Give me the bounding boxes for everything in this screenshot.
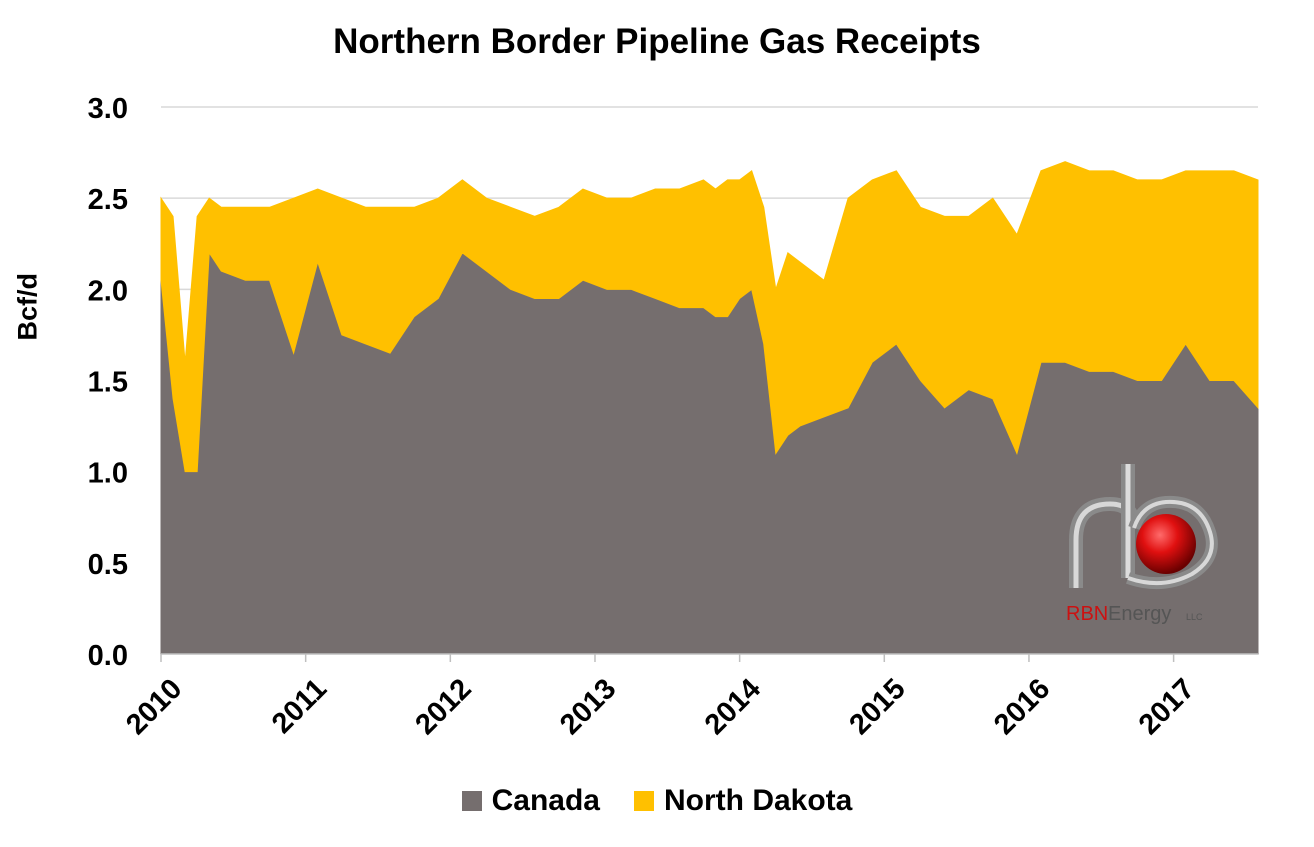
x-tick-label: 2012 [409, 673, 477, 741]
chart-title: Northern Border Pipeline Gas Receipts [333, 22, 981, 61]
axes [160, 653, 1258, 662]
x-tick-label: 2014 [699, 673, 767, 741]
y-tick-label: 2.0 [88, 275, 128, 307]
legend-label-north-dakota: North Dakota [664, 784, 853, 817]
legend-item-north-dakota: North Dakota [634, 784, 852, 818]
y-tick-label: 1.5 [88, 367, 128, 399]
x-tick-label: 2015 [843, 673, 911, 741]
y-tick-label: 0.5 [88, 549, 128, 581]
x-tick-label: 2016 [988, 673, 1056, 741]
y-tick-label: 3.0 [88, 93, 128, 125]
x-tick-label: 2013 [554, 673, 622, 741]
y-tick-label: 1.0 [88, 458, 128, 490]
logo-brand-text: RBN [1066, 603, 1108, 625]
y-tick-label: 0.0 [88, 640, 128, 672]
legend-item-canada: Canada [461, 784, 600, 818]
x-tick-label: 2017 [1133, 673, 1201, 741]
y-tick-labels: 0.0 0.5 1.0 1.5 2.0 2.5 3.0 [88, 93, 128, 672]
legend-swatch-north-dakota [634, 791, 654, 811]
area-north-dakota [160, 161, 1259, 473]
legend-label-canada: Canada [491, 784, 600, 817]
legend-swatch-canada [461, 791, 482, 811]
logo-suffix-text: LLC [1186, 612, 1203, 622]
logo-name-text: Energy [1108, 603, 1171, 625]
rbn-energy-logo: RBN Energy LLC [1062, 458, 1226, 638]
legend: Canada North Dakota [0, 784, 1314, 818]
x-tick-label: 2010 [120, 673, 188, 741]
x-tick-label: 2011 [266, 673, 333, 740]
y-tick-label: 2.5 [88, 184, 128, 216]
x-tick-labels: 2010 2011 2012 2013 2014 2015 2016 2017 [120, 673, 1201, 741]
